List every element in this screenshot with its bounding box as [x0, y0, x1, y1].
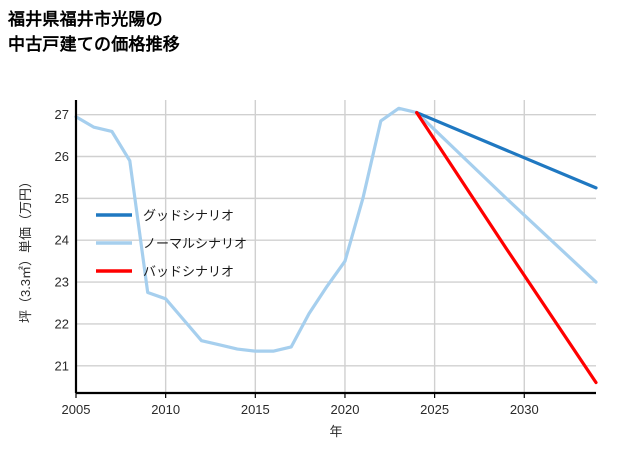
- series-line-normal: [74, 106, 598, 353]
- legend-label: ノーマルシナリオ: [143, 236, 247, 251]
- y-axis-title: 坪（3.3㎡）単価（万円）: [18, 175, 33, 323]
- y-axis-tick-label: 27: [55, 107, 69, 122]
- series-line-good: [415, 110, 598, 190]
- y-axis-tick-labels: 21 22 23 24 25 26 27: [55, 107, 69, 373]
- y-axis-tick-label: 22: [55, 316, 69, 331]
- x-axis-tick-label: 2005: [62, 402, 91, 417]
- y-axis-tick-label: 23: [55, 275, 69, 290]
- y-axis-tick-label: 21: [55, 358, 69, 373]
- legend-label: バッドシナリオ: [143, 264, 234, 279]
- x-axis-tick-label: 2025: [420, 402, 449, 417]
- x-axis-tick-label: 2010: [151, 402, 180, 417]
- y-axis-tick-label: 24: [55, 233, 69, 248]
- x-axis-tick-label: 2020: [331, 402, 360, 417]
- x-axis-tick-labels: 2005 2010 2015 2020 2025 2030: [62, 402, 539, 417]
- data-series-layer: [74, 106, 598, 385]
- x-axis-tick-label: 2030: [510, 402, 539, 417]
- x-axis-title: 年: [329, 424, 342, 439]
- legend-label: グッドシナリオ: [143, 208, 234, 223]
- series-line-bad: [415, 110, 598, 385]
- page-title: 福井県福井市光陽の 中古戸建ての価格推移: [8, 10, 180, 54]
- y-axis-tick-label: 26: [55, 149, 69, 164]
- y-axis-tick-label: 25: [55, 191, 69, 206]
- x-axis-tick-label: 2015: [241, 402, 270, 417]
